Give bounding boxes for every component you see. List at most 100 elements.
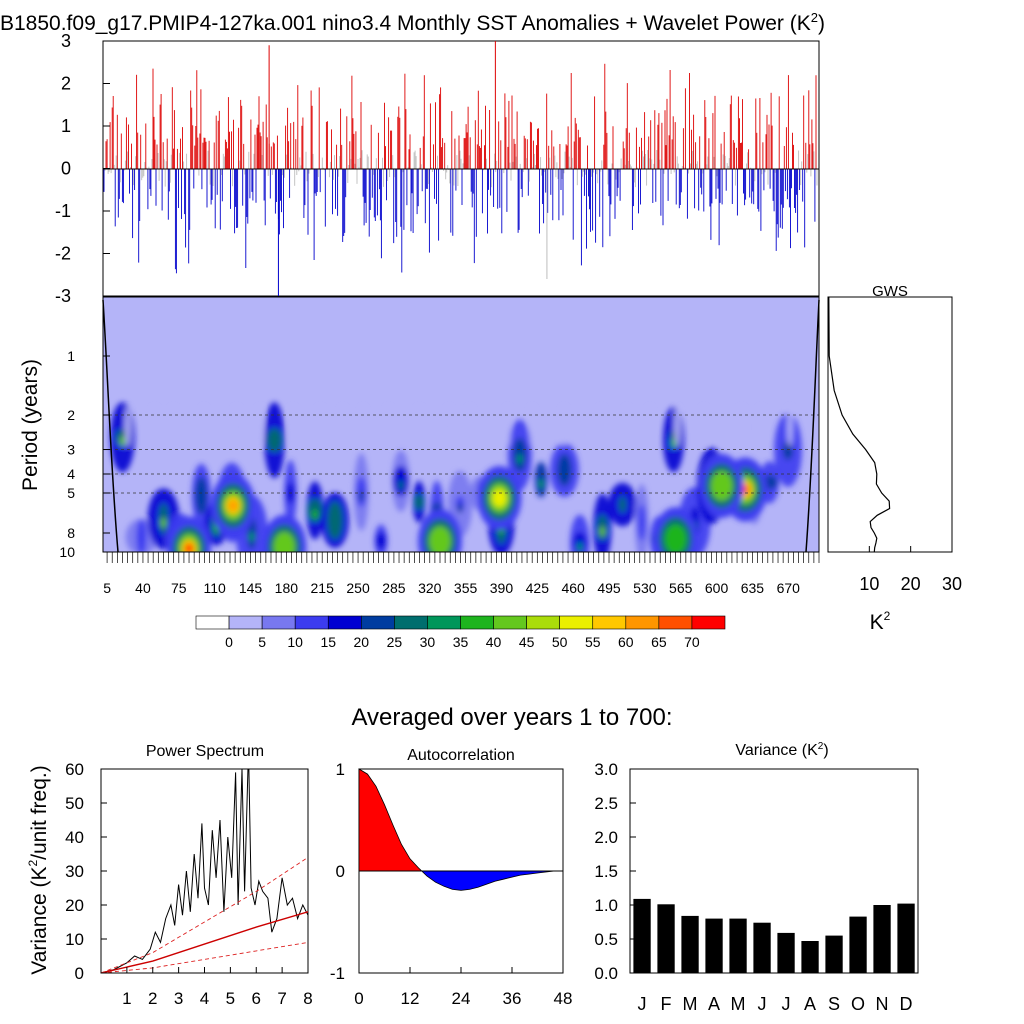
wavelet-x-tick-label: 390	[490, 580, 514, 596]
variance-x-tick-label: S	[828, 994, 840, 1014]
power-spectrum-x-tick-label: 5	[226, 989, 235, 1008]
wavelet-y-label: Period (years)	[19, 359, 42, 491]
wavelet-hotspot	[229, 500, 238, 511]
wavelet-power-chart: 5 40 75 110 145 180 215 250 285 320 355 390 425 460 49…	[19, 296, 820, 596]
autocorrelation-x-tick-label: 24	[452, 989, 471, 1008]
sst-y-tick-label: -2	[55, 244, 71, 264]
sst-y-tick-label: -1	[55, 201, 71, 221]
gws-x-tick-label: 20	[901, 574, 921, 594]
wavelet-blob	[529, 406, 535, 447]
wavelet-x-tick-label: 145	[239, 580, 263, 596]
variance-y-tick-label: 0.5	[594, 930, 618, 949]
power-spectrum-chart: Power Spectrum 0 10 20 30 40 50 60 1 2 3 4 5 6 7 8 Var…	[26, 743, 313, 1008]
gws-x-tick-label: 30	[942, 574, 962, 594]
wavelet-blob	[671, 438, 677, 449]
wavelet-x-tick-label: 40	[135, 580, 151, 596]
wavelet-x-tick-label: 250	[346, 580, 370, 596]
wavelet-x-tick-label: 600	[705, 580, 729, 596]
wavelet-blob	[376, 532, 386, 550]
colorbar-label: 45	[519, 634, 535, 650]
wavelet-reference-lines	[103, 414, 819, 494]
gws-line	[828, 296, 891, 553]
autocorrelation-x-tick-label: 12	[401, 989, 420, 1008]
colorbar-label: 30	[420, 634, 436, 650]
autocorrelation-x-tick-label: 36	[503, 989, 522, 1008]
gws-x-label: K2	[870, 609, 891, 634]
wavelet-blob	[249, 531, 255, 542]
wavelet-blob	[674, 406, 680, 447]
colorbar-label: 5	[258, 634, 266, 650]
variance-bar	[729, 918, 747, 973]
variance-x-tick-label: J	[758, 994, 767, 1014]
wavelet-blob	[758, 406, 764, 447]
colorbar-swatch	[526, 615, 560, 630]
power-spectrum-y-tick-label: 20	[65, 896, 84, 915]
power-spectrum-y-label: Variance (K2/unit freq.)	[26, 765, 51, 974]
colorbar-swatch	[195, 615, 230, 630]
wavelet-x-tick-label: 530	[633, 580, 657, 596]
wavelet-x-tick-label: 460	[561, 580, 585, 596]
power-spectrum-y-tick-label: 40	[65, 828, 84, 847]
wavelet-blob	[195, 476, 208, 515]
colorbar-label: 15	[320, 634, 336, 650]
power-spectrum-x-tick-label: 7	[277, 989, 286, 1008]
gws-plot-frame	[827, 296, 953, 553]
colorbar-label: 10	[287, 634, 303, 650]
power-spectrum-y-tick-label: 0	[75, 964, 84, 983]
power-spectrum-y-tick-label: 30	[65, 862, 84, 881]
power-spectrum-y-tick-label: 10	[65, 930, 84, 949]
wavelet-blob	[505, 406, 511, 447]
variance-bar	[777, 932, 795, 973]
power-spectrum-y-tick-label: 60	[65, 760, 84, 779]
colorbar-swatch	[228, 615, 263, 630]
autocorrelation-negative-area	[420, 870, 563, 891]
gws-x-axis: 10 20 30	[859, 546, 962, 594]
colorbar-swatch	[394, 615, 428, 630]
colorbar-label: 35	[453, 634, 469, 650]
sst-anomaly-chart: 3 2 1 0 -1 -2 -3	[55, 31, 820, 306]
variance-bar	[705, 918, 723, 973]
variance-bar	[849, 916, 867, 973]
variance-x-tick-label: N	[876, 994, 889, 1014]
autocorrelation-fill	[358, 768, 563, 891]
colorbar-label: 50	[552, 634, 568, 650]
wavelet-x-tick-label: 110	[203, 580, 226, 596]
colorbar-swatch	[592, 615, 627, 630]
sst-bars	[103, 41, 818, 296]
monthly-variance-chart: Variance (K2) 3.02.52.01.51.00.50.0J F M A M…	[594, 741, 919, 1014]
wavelet-x-tick-label: 495	[597, 580, 621, 596]
colorbar-swatch	[493, 615, 527, 630]
wavelet-hotspot	[495, 492, 504, 503]
variance-y-tick-label: 1.5	[594, 862, 618, 881]
colorbar-label: 40	[486, 634, 502, 650]
gws-title: GWS	[872, 283, 908, 300]
wavelet-blob	[170, 406, 176, 447]
power-spectrum-x-tick-label: 3	[174, 989, 183, 1008]
power-spectrum-x-tick-label: 2	[148, 989, 157, 1008]
wavelet-blob	[787, 406, 793, 447]
colorbar-swatch	[361, 615, 395, 630]
wavelet-blob	[561, 406, 567, 447]
cone-of-influence-left	[102, 299, 119, 553]
wavelet-blob	[414, 494, 424, 510]
colorbar-swatch	[658, 615, 693, 630]
gws-x-tick-label: 10	[859, 574, 879, 594]
wavelet-blob	[312, 509, 318, 520]
wavelet-hotspot	[185, 543, 194, 552]
wavelet-blob	[416, 406, 422, 447]
wavelet-x-tick-label: 425	[526, 580, 550, 596]
colorbar-swatch	[294, 615, 329, 630]
wavelet-blob	[701, 406, 707, 447]
variance-bar	[753, 922, 771, 973]
variance-bar	[873, 905, 891, 973]
variance-x-tick-label: A	[708, 994, 720, 1014]
colorbar-swatch	[460, 615, 494, 630]
autocorrelation-title: Autocorrelation	[407, 747, 515, 764]
sst-y-tick-label: -3	[55, 286, 71, 306]
wavelet-blob	[317, 406, 323, 447]
variance-x-tick-label: M	[731, 994, 746, 1014]
variance-y-tick-label: 1.0	[594, 896, 618, 915]
power-spectrum-x-tick-label: 8	[303, 989, 312, 1008]
wavelet-y-tick-label: 5	[67, 485, 75, 501]
colorbar-label: 20	[354, 634, 370, 650]
